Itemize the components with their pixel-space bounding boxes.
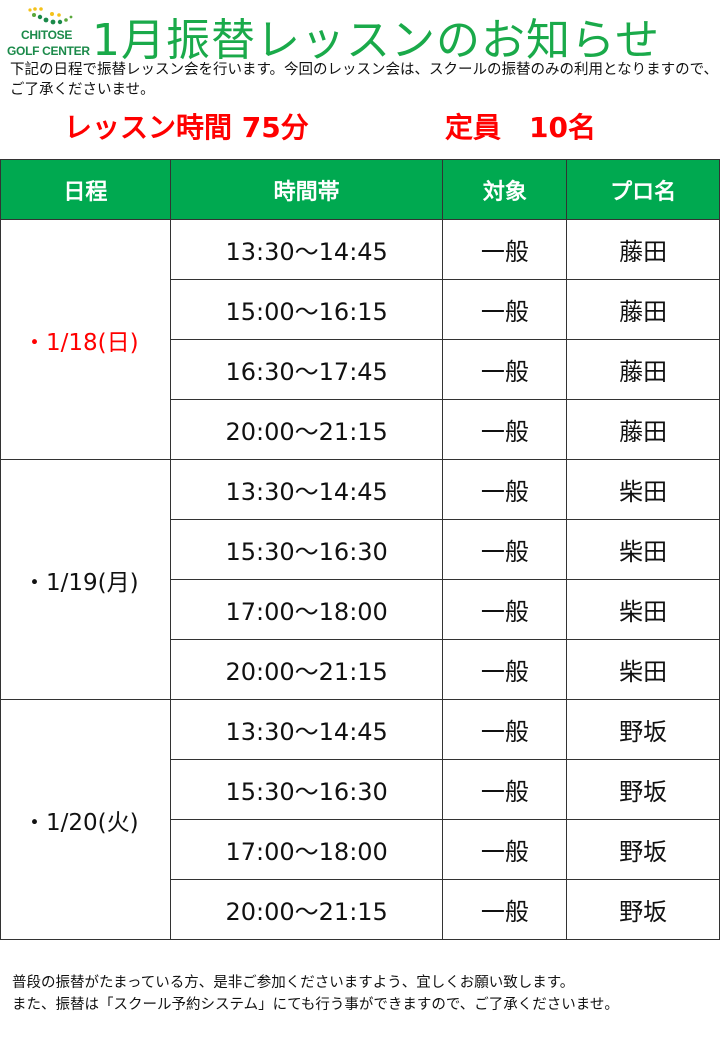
pro-cell: 藤田 [566, 219, 720, 280]
schedule-table: 日程 時間帯 対象 プロ名 ・1/18(日) 13:30～14:45 一般 藤田 15:… [0, 159, 720, 940]
pro-cell: 藤田 [566, 279, 720, 340]
header-pro: プロ名 [566, 159, 720, 220]
pro-cell: 藤田 [566, 339, 720, 400]
target-cell: 一般 [442, 219, 568, 280]
footer-line: 普段の振替がたまっている方、是非ご参加くださいますよう、宜しくお願い致します。 [12, 975, 575, 991]
header-target: 対象 [442, 159, 568, 220]
table-header-row: 日程 時間帯 対象 プロ名 [0, 159, 720, 220]
table-row: ・1/18(日) 13:30～14:45 一般 藤田 [0, 219, 720, 460]
lesson-time: レッスン時間 75分 [64, 111, 309, 144]
date-cell: ・1/20(火) [0, 699, 171, 940]
target-cell: 一般 [442, 459, 568, 520]
time-cell: 17:00～18:00 [169, 579, 444, 640]
pro-cell: 野坂 [566, 819, 720, 880]
date-cell: ・1/19(月) [0, 459, 171, 700]
time-cell: 13:30～14:45 [169, 219, 444, 280]
table-row: 17:00～18:00 一般 柴田 [1, 579, 720, 640]
capacity: 定員 10名 [445, 111, 596, 144]
page-title: 1月振替レッスンのお知らせ [92, 15, 661, 66]
table-row: 20:00～21:15 一般 柴田 [1, 639, 720, 700]
intro-text: 下記の日程で振替レッスン会を行います。今回のレッスン会は、スクールの振替のみの利… [10, 62, 719, 98]
time-cell: 15:30～16:30 [169, 519, 444, 580]
pro-cell: 柴田 [566, 579, 720, 640]
date-cell: ・1/18(日) [0, 219, 171, 460]
target-cell: 一般 [442, 519, 568, 580]
target-cell: 一般 [442, 399, 568, 460]
header-time: 時間帯 [169, 159, 444, 220]
table-row: 17:00～18:00 一般 野坂 [1, 819, 720, 880]
time-cell: 13:30～14:45 [169, 459, 444, 520]
target-cell: 一般 [442, 279, 568, 340]
time-cell: 15:00～16:15 [169, 279, 444, 340]
logo-dots-icon [28, 7, 73, 25]
pro-cell: 野坂 [566, 879, 720, 940]
target-cell: 一般 [442, 879, 568, 940]
table-row: ・1/20(火) 13:30～14:45 一般 野坂 [0, 699, 720, 940]
header-date: 日程 [0, 159, 171, 220]
pro-cell: 藤田 [566, 399, 720, 460]
footer-line: また、振替は「スクール予約システム」にても行う事ができますので、ご了承くださいま… [12, 997, 619, 1013]
pro-cell: 野坂 [566, 759, 720, 820]
logo-line1: CHITOSE [21, 28, 73, 42]
table-row: 15:30～16:30 一般 柴田 [1, 519, 720, 580]
time-cell: 16:30～17:45 [169, 339, 444, 400]
table-row: 20:00～21:15 一般 野坂 [1, 879, 720, 940]
target-cell: 一般 [442, 759, 568, 820]
time-cell: 20:00～21:15 [169, 879, 444, 940]
target-cell: 一般 [442, 579, 568, 640]
time-cell: 20:00～21:15 [169, 639, 444, 700]
pro-cell: 柴田 [566, 639, 720, 700]
pro-cell: 柴田 [566, 459, 720, 520]
target-cell: 一般 [442, 639, 568, 700]
table-row: 15:30～16:30 一般 野坂 [1, 759, 720, 820]
time-cell: 13:30～14:45 [169, 699, 444, 760]
pro-cell: 野坂 [566, 699, 720, 760]
time-cell: 20:00～21:15 [169, 399, 444, 460]
time-cell: 17:00～18:00 [169, 819, 444, 880]
pro-cell: 柴田 [566, 519, 720, 580]
target-cell: 一般 [442, 699, 568, 760]
target-cell: 一般 [442, 339, 568, 400]
time-cell: 15:30～16:30 [169, 759, 444, 820]
table-row: 15:00～16:15 一般 藤田 [1, 279, 720, 340]
table-row: ・1/19(月) 13:30～14:45 一般 柴田 [0, 459, 720, 700]
logo: CHITOSE GOLF CENTER [4, 4, 90, 58]
logo-line2: GOLF CENTER [7, 44, 90, 58]
footer-notes: 普段の振替がたまっている方、是非ご参加くださいますよう、宜しくお願い致します。 … [12, 972, 619, 1016]
target-cell: 一般 [442, 819, 568, 880]
